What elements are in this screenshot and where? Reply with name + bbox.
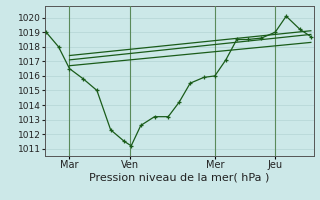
- X-axis label: Pression niveau de la mer( hPa ): Pression niveau de la mer( hPa ): [89, 173, 269, 183]
